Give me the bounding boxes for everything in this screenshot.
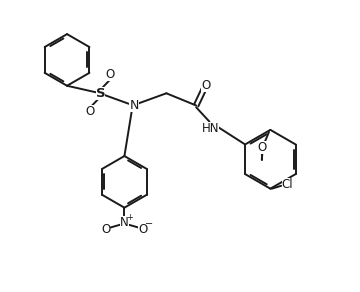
Text: +: + bbox=[126, 213, 133, 222]
Text: O: O bbox=[139, 223, 148, 236]
Text: O: O bbox=[106, 68, 115, 81]
Text: HN: HN bbox=[202, 121, 219, 135]
Text: O: O bbox=[101, 223, 111, 236]
Text: N: N bbox=[120, 216, 129, 229]
Text: O: O bbox=[258, 141, 267, 154]
Text: O: O bbox=[86, 105, 95, 119]
Text: N: N bbox=[129, 99, 139, 112]
Text: O: O bbox=[201, 79, 211, 91]
Text: Cl: Cl bbox=[282, 178, 293, 191]
Text: −: − bbox=[145, 219, 154, 229]
Text: S: S bbox=[95, 87, 105, 100]
